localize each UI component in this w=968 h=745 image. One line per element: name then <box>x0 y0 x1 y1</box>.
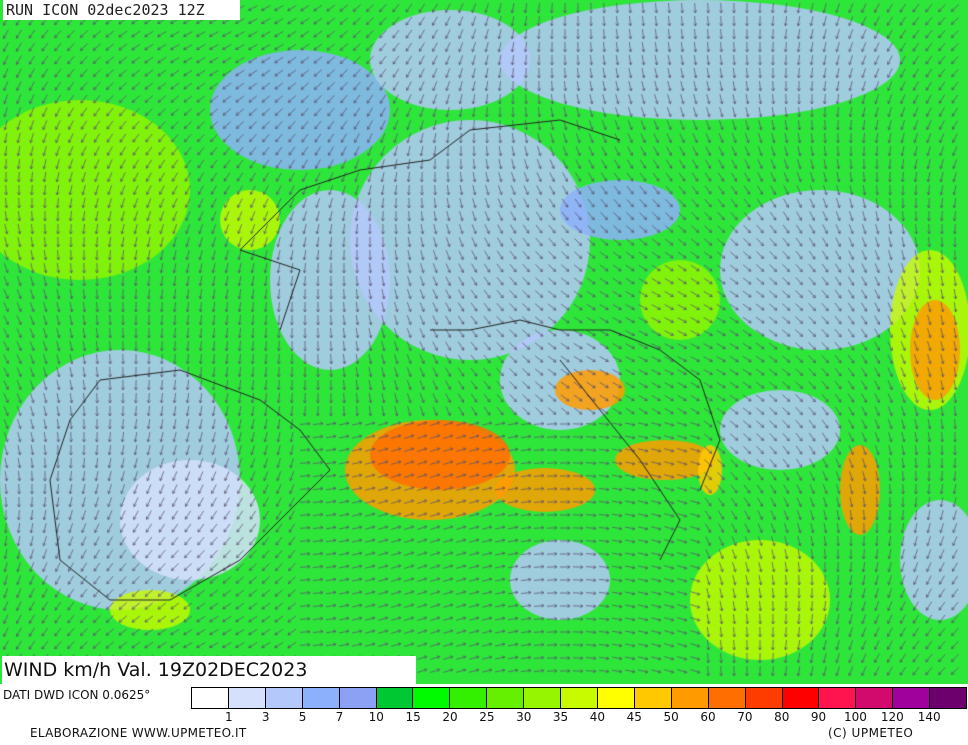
run-title: RUN ICON 02dec2023 12Z <box>3 0 240 20</box>
scale-label: 40 <box>589 710 606 724</box>
scale-label: 70 <box>737 710 753 724</box>
color-swatch <box>376 688 414 708</box>
scale-label: 60 <box>700 710 716 724</box>
color-swatch <box>524 688 562 708</box>
color-swatch <box>597 688 635 708</box>
color-swatch <box>192 688 229 708</box>
scale-label: 80 <box>774 710 790 724</box>
elaborazione-credit: ELABORAZIONE WWW.UPMETEO.IT <box>30 726 247 740</box>
scale-label: 120 <box>880 710 904 724</box>
scale-label: 20 <box>442 710 458 724</box>
scale-label: 140 <box>917 710 941 724</box>
color-swatch <box>745 688 783 708</box>
color-swatch <box>413 688 451 708</box>
scale-label: 100 <box>843 710 867 724</box>
scale-label: 1 <box>225 710 233 724</box>
color-swatch <box>671 688 709 708</box>
wind-map <box>0 0 968 684</box>
color-swatch <box>561 688 598 708</box>
scale-label: 25 <box>479 710 495 724</box>
color-swatch <box>930 688 967 708</box>
copyright: (C) UPMETEO <box>828 726 914 740</box>
color-swatch <box>265 688 303 708</box>
scale-label: 35 <box>552 710 569 724</box>
scale-label: 5 <box>298 710 307 724</box>
data-source: DATI DWD ICON 0.0625° <box>3 688 151 702</box>
color-swatch <box>782 688 820 708</box>
color-scale <box>191 687 967 709</box>
color-swatch <box>487 688 525 708</box>
color-swatch <box>634 688 672 708</box>
scale-label: 7 <box>335 710 344 724</box>
color-swatch <box>302 688 340 708</box>
scale-label: 90 <box>810 710 827 724</box>
variable-title: WIND km/h Val. 19Z02DEC2023 <box>2 656 416 684</box>
color-swatch <box>708 688 746 708</box>
scale-label: 45 <box>626 710 642 724</box>
color-swatch <box>856 688 894 708</box>
color-swatch <box>228 688 266 708</box>
color-swatch <box>339 688 377 708</box>
scale-label: 30 <box>516 710 532 724</box>
scale-label: 50 <box>663 710 679 724</box>
scale-label: 10 <box>368 710 384 724</box>
color-swatch <box>893 688 931 708</box>
legend: DATI DWD ICON 0.0625° 1 3 5 7 10 15 20 25 30 35 40… <box>0 684 968 745</box>
scale-label: 15 <box>405 710 421 724</box>
scale-label: 3 <box>261 710 270 724</box>
color-swatch <box>819 688 857 708</box>
color-swatch <box>450 688 488 708</box>
